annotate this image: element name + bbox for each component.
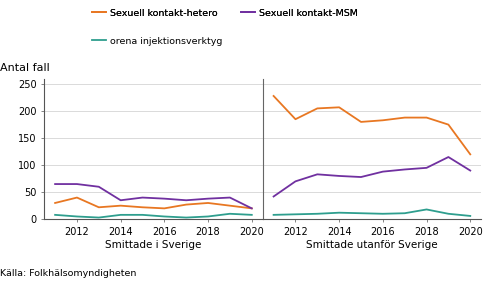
X-axis label: Smittade i Sverige: Smittade i Sverige [105, 240, 202, 250]
Legend: orena injektionsverktyg: orena injektionsverktyg [88, 33, 226, 49]
Text: Antal fall: Antal fall [0, 63, 50, 73]
Text: Källa: Folkhälsomyndigheten: Källa: Folkhälsomyndigheten [0, 269, 136, 278]
Legend: Sexuell kontakt-hetero, Sexuell kontakt-MSM: Sexuell kontakt-hetero, Sexuell kontakt-… [88, 5, 362, 21]
X-axis label: Smittade utanför Sverige: Smittade utanför Sverige [306, 240, 438, 250]
